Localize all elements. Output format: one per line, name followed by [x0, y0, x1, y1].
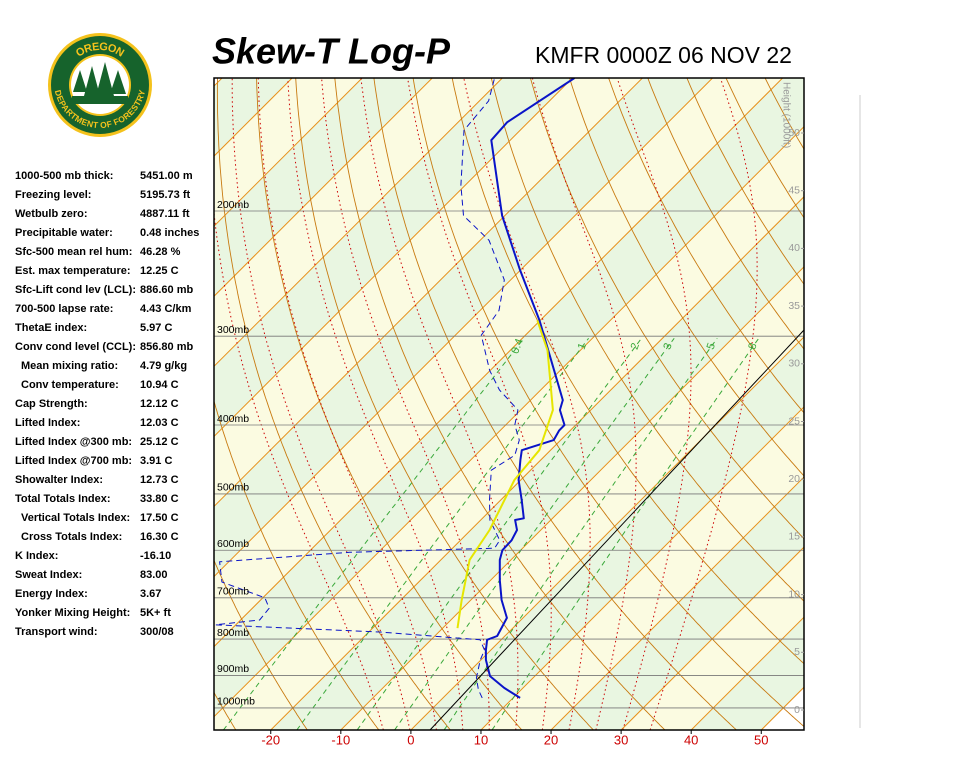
- stat-value: 12.73 C: [140, 474, 179, 486]
- x-tick-label: 0: [407, 732, 414, 747]
- stat-value: 0.48 inches: [140, 227, 199, 239]
- pressure-label: 1000mb: [217, 696, 255, 708]
- stat-value: 33.80 C: [140, 493, 179, 505]
- stat-value: 3.91 C: [140, 455, 172, 467]
- stat-label: Sweat Index:: [15, 569, 82, 581]
- stat-value: 5K+ ft: [140, 607, 171, 619]
- height-tick-label: 30: [788, 358, 800, 370]
- stat-value: 4887.11 ft: [140, 208, 190, 220]
- stat-label: Conv cond level (CCL):: [15, 341, 136, 353]
- stat-value: 886.60 mb: [140, 284, 193, 296]
- dry-adiabat: [804, 78, 960, 730]
- stat-label: ThetaE index:: [15, 322, 87, 334]
- stat-label: Sfc-Lift cond lev (LCL):: [15, 284, 136, 296]
- stat-label: Lifted Index @300 mb:: [15, 436, 132, 448]
- dry-adiabat: [883, 78, 960, 730]
- stat-label: K Index:: [15, 550, 58, 562]
- height-tick-label: 40: [788, 242, 800, 254]
- stat-value: 12.25 C: [140, 265, 179, 277]
- pressure-label: 400mb: [217, 413, 249, 425]
- stat-value: 4.79 g/kg: [140, 360, 187, 372]
- height-tick-label: 25: [788, 415, 800, 427]
- pressure-label: 500mb: [217, 482, 249, 494]
- x-tick-label: 10: [474, 732, 488, 747]
- stat-label: Est. max temperature:: [15, 265, 131, 277]
- stat-value: 25.12 C: [140, 436, 179, 448]
- stat-label: 1000-500 mb thick:: [15, 170, 113, 182]
- stat-label: Yonker Mixing Height:: [15, 607, 130, 619]
- height-tick-label: 10: [788, 588, 800, 600]
- stat-value: 856.80 mb: [140, 341, 193, 353]
- stat-value: 10.94 C: [140, 379, 179, 391]
- pressure-label: 200mb: [217, 199, 249, 211]
- height-tick-label: 5: [794, 646, 800, 658]
- chart-subtitle: KMFR 0000Z 06 NOV 22: [535, 42, 792, 68]
- pressure-label: 800mb: [217, 627, 249, 639]
- stat-label: Precipitable water:: [15, 227, 113, 239]
- pressure-label: 600mb: [217, 538, 249, 550]
- stat-value: 4.43 C/km: [140, 303, 192, 315]
- stats-panel: 1000-500 mb thick: 5451.00 m Freezing leve…: [15, 170, 199, 638]
- height-axis-label: Height (1000ft): [780, 82, 791, 148]
- stat-label: Transport wind:: [15, 626, 98, 638]
- stat-label: Energy Index:: [15, 588, 88, 600]
- stat-label: Mean mixing ratio:: [21, 360, 118, 372]
- stat-value: 12.12 C: [140, 398, 179, 410]
- stat-label: Vertical Totals Index:: [21, 512, 130, 524]
- stat-label: Lifted Index:: [15, 417, 80, 429]
- pressure-label: 300mb: [217, 324, 249, 336]
- height-tick-label: 45: [788, 184, 800, 196]
- stat-value: 83.00: [140, 569, 168, 581]
- logo: OREGON DEPARTMENT OF FORESTRY: [48, 33, 152, 137]
- stat-label: Freezing level:: [15, 189, 91, 201]
- pressure-label: 700mb: [217, 586, 249, 598]
- height-tick-label: 15: [788, 531, 800, 543]
- stat-label: Total Totals Index:: [15, 493, 111, 505]
- dry-adiabat: [843, 78, 960, 730]
- x-tick-label: 20: [544, 732, 558, 747]
- height-tick-label: 35: [788, 300, 800, 312]
- logo-ground: [72, 96, 128, 104]
- stat-label: Wetbulb zero:: [15, 208, 88, 220]
- x-tick-label: -10: [331, 732, 350, 747]
- stat-label: Cap Strength:: [15, 398, 88, 410]
- stat-label: Cross Totals Index:: [21, 531, 122, 543]
- pressure-label: 900mb: [217, 663, 249, 675]
- stat-label: Conv temperature:: [21, 379, 119, 391]
- stat-value: 5451.00 m: [140, 170, 193, 182]
- stat-label: 700-500 lapse rate:: [15, 303, 113, 315]
- stat-label: Lifted Index @700 mb:: [15, 455, 132, 467]
- x-tick-label: -20: [261, 732, 280, 747]
- stat-value: 17.50 C: [140, 512, 179, 524]
- stat-value: 12.03 C: [140, 417, 179, 429]
- stat-label: Sfc-500 mean rel hum:: [15, 246, 132, 258]
- height-tick-label: 0: [794, 704, 800, 716]
- x-tick-label: 40: [684, 732, 698, 747]
- x-tick-label: 50: [754, 732, 768, 747]
- x-tick-label: 30: [614, 732, 628, 747]
- stat-value: 3.67: [140, 588, 161, 600]
- height-tick-label: 20: [788, 473, 800, 485]
- stat-value: -16.10: [140, 550, 171, 562]
- stat-value: 5.97 C: [140, 322, 172, 334]
- stat-value: 5195.73 ft: [140, 189, 190, 201]
- stat-label: Showalter Index:: [15, 474, 103, 486]
- stat-value: 46.28 %: [140, 246, 181, 258]
- chart-title: Skew-T Log-P: [212, 31, 451, 72]
- stat-value: 16.30 C: [140, 531, 179, 543]
- stat-value: 300/08: [140, 626, 174, 638]
